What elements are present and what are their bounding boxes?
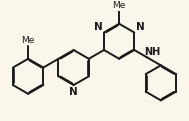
Text: Me: Me: [112, 1, 126, 10]
Text: NH: NH: [144, 47, 160, 57]
Text: Me: Me: [21, 36, 35, 45]
Text: N: N: [94, 22, 103, 32]
Text: N: N: [136, 22, 144, 32]
Text: N: N: [69, 87, 78, 97]
